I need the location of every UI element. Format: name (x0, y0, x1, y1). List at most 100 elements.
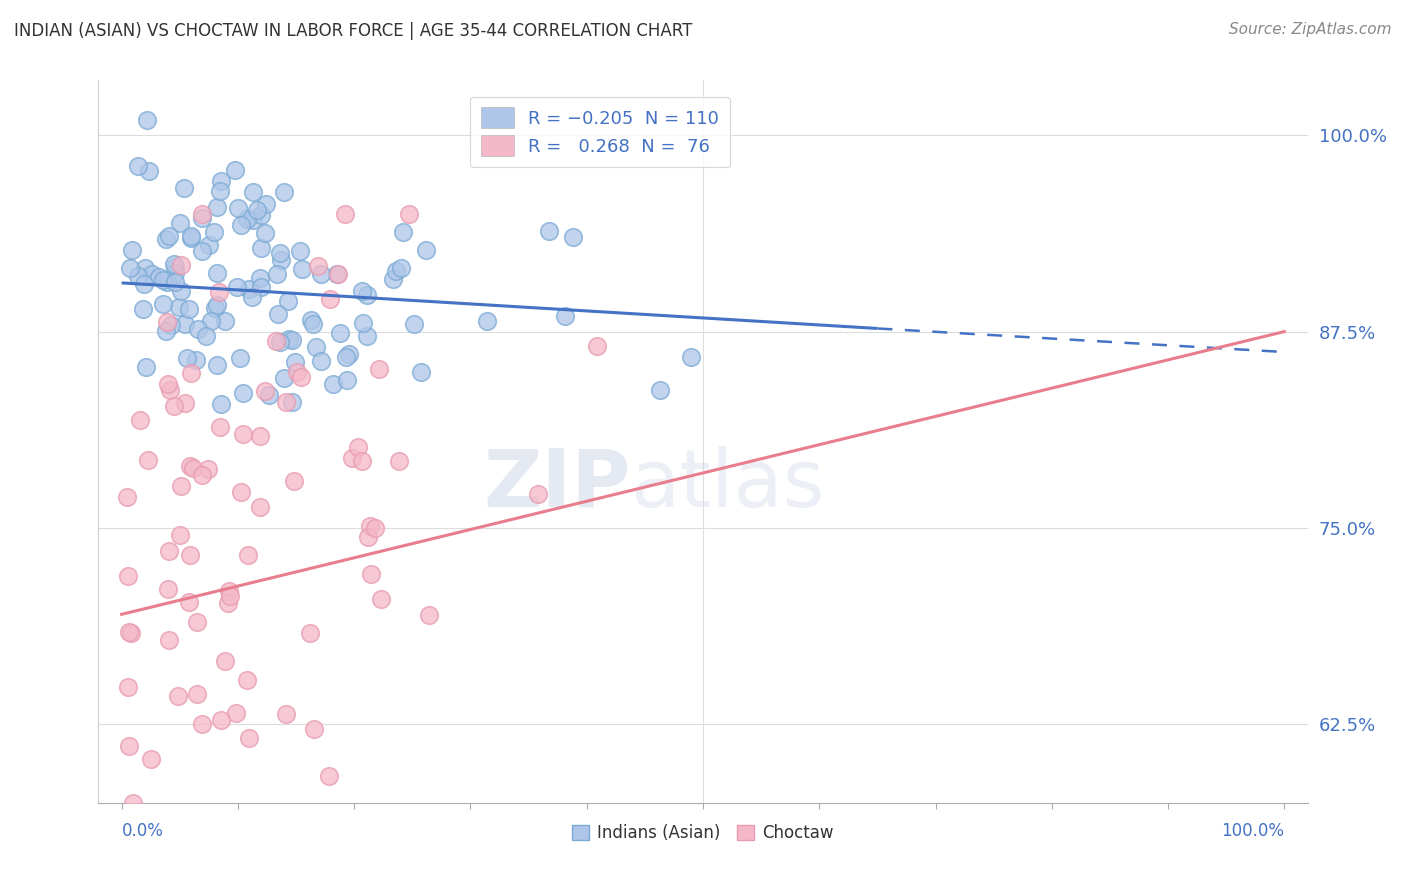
Point (159, 384, 181, 398)
Point (527, 487, 550, 501)
Point (136, 452, 159, 467)
Point (191, 211, 214, 225)
Point (238, 731, 260, 746)
Point (180, 231, 202, 245)
Point (333, 207, 356, 221)
Point (302, 318, 325, 332)
Point (270, 252, 292, 267)
Point (134, 261, 156, 276)
Point (179, 458, 201, 473)
Point (225, 280, 247, 294)
Point (205, 200, 228, 214)
Point (159, 318, 181, 333)
Point (209, 397, 232, 411)
Point (214, 313, 236, 327)
Point (246, 203, 269, 218)
Point (191, 717, 214, 731)
Point (117, 569, 139, 583)
Point (285, 366, 308, 380)
Point (224, 163, 246, 178)
Point (305, 340, 328, 354)
Point (302, 722, 325, 736)
Point (156, 582, 179, 596)
Point (352, 454, 374, 468)
Point (360, 566, 382, 581)
Text: INDIAN (ASIAN) VS CHOCTAW IN LABOR FORCE | AGE 35-44 CORRELATION CHART: INDIAN (ASIAN) VS CHOCTAW IN LABOR FORCE… (14, 22, 692, 40)
Point (307, 259, 329, 273)
Text: 0.0%: 0.0% (122, 822, 163, 839)
Point (157, 544, 180, 558)
Point (229, 351, 252, 366)
Point (217, 596, 239, 610)
Point (418, 608, 440, 623)
Point (209, 419, 232, 434)
Point (353, 316, 375, 330)
Point (269, 334, 291, 349)
Point (679, 350, 702, 364)
Point (186, 687, 208, 701)
Point (326, 267, 349, 281)
Point (209, 713, 232, 727)
Point (267, 307, 290, 321)
Point (197, 462, 219, 476)
Text: 100.0%: 100.0% (1222, 822, 1284, 839)
Point (180, 229, 202, 244)
Point (127, 159, 149, 173)
Point (347, 440, 370, 454)
Point (118, 624, 141, 639)
Point (240, 289, 263, 303)
Point (236, 548, 259, 562)
Point (250, 208, 273, 222)
Point (136, 112, 159, 127)
Point (132, 277, 155, 291)
Point (232, 426, 254, 441)
Point (253, 384, 276, 399)
Point (163, 399, 186, 413)
Point (177, 301, 200, 316)
Point (554, 309, 576, 323)
Point (165, 266, 187, 280)
Point (299, 313, 322, 327)
Point (411, 365, 433, 379)
Point (184, 352, 207, 367)
Point (273, 371, 295, 385)
Point (322, 376, 344, 391)
Point (269, 246, 291, 260)
Point (350, 284, 373, 298)
Point (475, 314, 498, 328)
Point (356, 329, 378, 343)
Point (204, 301, 226, 315)
Point (254, 196, 277, 211)
Point (278, 332, 301, 346)
Point (197, 238, 219, 252)
Point (156, 377, 179, 392)
Point (167, 690, 190, 704)
Point (364, 521, 387, 535)
Point (318, 769, 340, 783)
Point (402, 317, 425, 331)
Point (174, 396, 197, 410)
Point (200, 314, 222, 328)
Point (236, 212, 259, 227)
Text: Source: ZipAtlas.com: Source: ZipAtlas.com (1229, 22, 1392, 37)
Point (170, 258, 193, 272)
Point (273, 185, 295, 199)
Point (180, 367, 202, 381)
Point (586, 338, 609, 352)
Point (249, 429, 271, 443)
Point (170, 284, 193, 298)
Point (121, 243, 143, 257)
Point (132, 302, 155, 317)
Point (169, 528, 191, 542)
Point (264, 334, 287, 349)
Point (357, 530, 380, 544)
Point (309, 353, 332, 368)
Point (281, 334, 304, 348)
Point (163, 257, 186, 271)
Point (117, 739, 139, 753)
Point (152, 273, 174, 287)
Point (139, 752, 162, 766)
Point (254, 226, 277, 240)
Point (121, 796, 143, 810)
Point (207, 266, 229, 280)
